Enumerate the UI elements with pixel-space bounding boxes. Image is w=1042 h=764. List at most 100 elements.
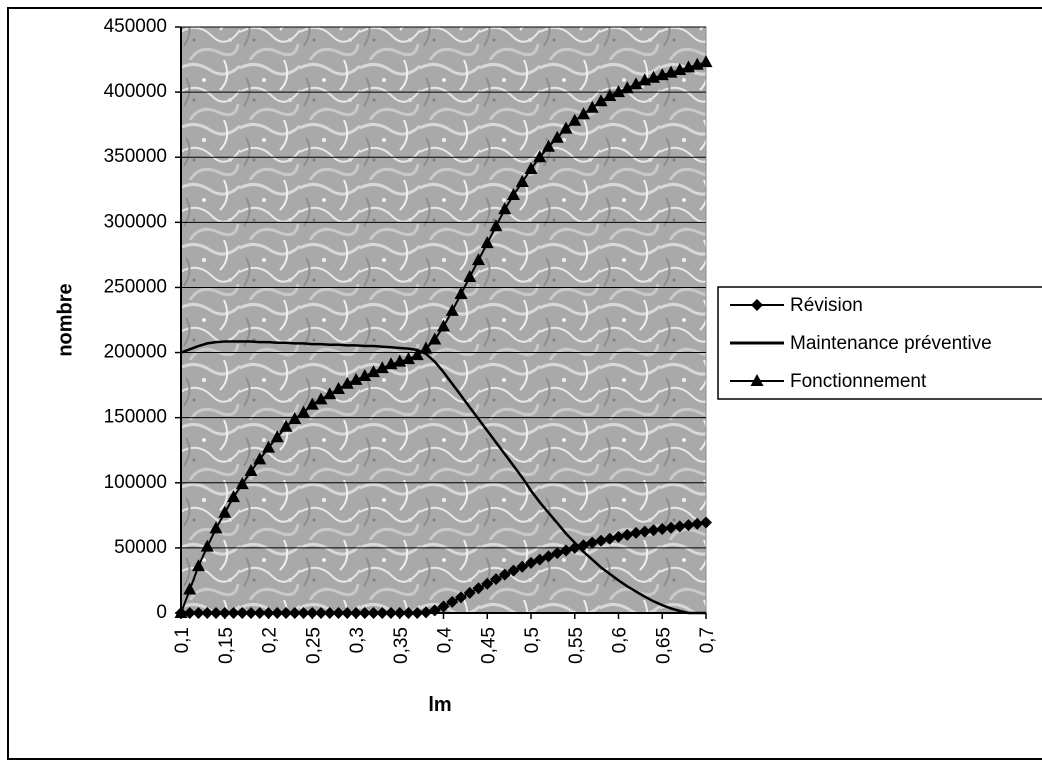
data-point-revision (665, 521, 677, 534)
data-point-fonctionnement (323, 387, 337, 400)
data-point-fonctionnement (402, 352, 415, 365)
data-point-fonctionnement (480, 236, 494, 249)
series-revision (175, 516, 712, 619)
x-tick-label: 0,2 (260, 627, 281, 653)
legend-key-marker-revision (751, 299, 763, 311)
gridlines (181, 26, 706, 549)
data-point-fonctionnement (288, 411, 302, 424)
data-point-fonctionnement (489, 219, 503, 232)
x-tick-label: 0,7 (697, 627, 718, 653)
y-tick-label: 0 (156, 602, 167, 623)
data-point-fonctionnement (437, 319, 450, 332)
data-point-revision (647, 524, 660, 537)
data-point-revision (691, 517, 704, 530)
data-point-fonctionnement (367, 365, 380, 378)
data-point-revision (516, 560, 529, 573)
data-point-revision (245, 607, 257, 619)
y-tick-label: 250000 (104, 276, 167, 297)
data-point-fonctionnement (620, 81, 634, 94)
data-point-fonctionnement (428, 332, 442, 345)
data-point-fonctionnement (253, 452, 267, 465)
x-tick-label: 0,3 (347, 627, 368, 653)
data-point-fonctionnement (174, 606, 188, 618)
data-point-fonctionnement (332, 382, 345, 395)
legend-key-marker-fonctionnement (750, 374, 764, 386)
data-point-revision (192, 607, 205, 619)
data-point-revision (656, 523, 669, 536)
data-point-fonctionnement (244, 464, 258, 477)
legend: Révision Maintenance préventive Fonction… (717, 286, 1042, 400)
data-point-revision (288, 607, 301, 619)
data-point-fonctionnement (524, 161, 538, 174)
series-line-maintenance (180, 340, 706, 615)
legend-label-fonctionnement: Fonctionnement (790, 371, 927, 392)
data-point-fonctionnement (585, 100, 599, 113)
data-point-revision (236, 607, 249, 619)
data-point-revision (393, 607, 406, 619)
x-tick-label: 0,5 (522, 627, 543, 653)
data-point-revision (603, 532, 616, 545)
data-point-fonctionnement (297, 405, 310, 418)
data-point-revision (315, 607, 327, 619)
data-point-fonctionnement (612, 85, 625, 98)
data-point-revision (428, 604, 441, 617)
data-point-revision (280, 607, 292, 619)
data-point-revision (638, 525, 651, 538)
data-point-revision (210, 607, 222, 619)
data-point-fonctionnement (358, 368, 372, 381)
data-point-fonctionnement (559, 121, 573, 134)
data-point-revision (682, 519, 695, 532)
data-point-fonctionnement (279, 419, 293, 432)
data-point-revision (385, 607, 397, 619)
y-tick-label: 100000 (104, 472, 167, 493)
data-point-revision (218, 607, 231, 619)
data-point-fonctionnement (410, 348, 424, 361)
data-point-fonctionnement (375, 361, 389, 374)
series (174, 55, 713, 619)
x-axis-title: lm (428, 694, 451, 716)
data-point-revision (472, 582, 485, 595)
data-point-fonctionnement (445, 303, 459, 316)
data-point-revision (297, 607, 310, 619)
data-point-revision (420, 606, 432, 619)
y-tick-label: 450000 (104, 16, 167, 37)
x-tick-label: 0,25 (303, 627, 324, 664)
data-point-revision (612, 530, 625, 543)
data-point-revision (621, 528, 634, 541)
y-tick-label: 300000 (104, 211, 167, 232)
data-point-fonctionnement (507, 187, 520, 200)
data-point-fonctionnement (314, 392, 328, 405)
data-point-fonctionnement (515, 174, 529, 187)
data-point-revision (525, 556, 537, 569)
data-point-revision (323, 607, 336, 619)
data-point-revision (490, 573, 502, 586)
x-tick-label: 0,4 (435, 627, 456, 654)
data-point-fonctionnement (498, 202, 512, 215)
data-point-revision (227, 607, 240, 619)
y-tick-label: 400000 (104, 81, 167, 102)
x-tick-label: 0,45 (478, 627, 499, 664)
data-point-fonctionnement (629, 77, 643, 90)
data-point-fonctionnement (305, 397, 319, 410)
data-point-revision (463, 586, 476, 599)
data-point-fonctionnement (349, 372, 363, 385)
series-fonctionnement (174, 55, 713, 618)
data-point-revision (551, 547, 564, 560)
data-point-revision (586, 536, 599, 549)
data-point-fonctionnement (594, 94, 608, 107)
y-tick-label: 200000 (104, 342, 167, 363)
data-point-revision (533, 553, 546, 566)
x-tick-labels: 0,1 0,15 0,2 0,25 0,3 0,35 0,4 0,45 0,5 0,55 0,6 0,… (172, 627, 718, 664)
data-point-fonctionnement (262, 440, 275, 453)
y-axis-title: nombre (54, 283, 76, 356)
legend-label-revision: Révision (790, 295, 863, 316)
data-point-revision (183, 607, 196, 619)
data-point-fonctionnement (699, 55, 713, 68)
y-tick-label: 50000 (114, 537, 167, 558)
y-tick-labels: 0 50000 100000 150000 200000 250000 300000 3500… (104, 16, 167, 623)
data-point-revision (402, 607, 415, 619)
data-point-fonctionnement (200, 539, 214, 552)
data-point-fonctionnement (550, 130, 564, 143)
data-point-revision (437, 600, 450, 613)
